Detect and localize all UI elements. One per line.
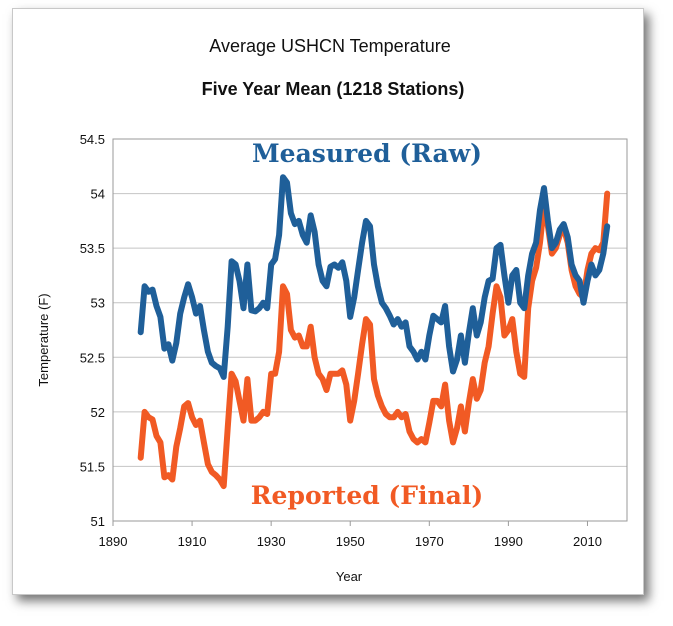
y-tick-label: 52.5 [80, 350, 105, 365]
y-tick-label: 51.5 [80, 459, 105, 474]
chart-frame [12, 8, 644, 595]
x-tick-label: 1990 [494, 534, 523, 549]
x-tick-label: 1890 [99, 534, 128, 549]
chart-subtitle: Five Year Mean (1218 Stations) [202, 79, 465, 99]
x-axis-label: Year [336, 569, 363, 584]
y-tick-label: 54.5 [80, 132, 105, 147]
annotation-reported-final: Reported (Final) [251, 481, 483, 510]
x-tick-label: 1970 [415, 534, 444, 549]
plot-area-border [112, 138, 628, 522]
x-tick-label: 1910 [178, 534, 207, 549]
y-tick-label: 51 [91, 514, 105, 529]
x-tick-label: 2010 [573, 534, 602, 549]
x-tick-label: 1950 [336, 534, 365, 549]
annotation-measured-raw: Measured (Raw) [252, 139, 482, 168]
y-tick-label: 52 [91, 405, 105, 420]
series-line-reported-final [137, 190, 611, 490]
y-tick-label: 54 [91, 187, 105, 202]
y-axis-label: Temperature (F) [36, 293, 51, 386]
x-tick-label: 1930 [257, 534, 286, 549]
y-tick-label: 53.5 [80, 241, 105, 256]
y-tick-label: 53 [91, 296, 105, 311]
series-line-measured-raw [137, 174, 611, 380]
chart-title: Average USHCN Temperature [209, 36, 450, 56]
